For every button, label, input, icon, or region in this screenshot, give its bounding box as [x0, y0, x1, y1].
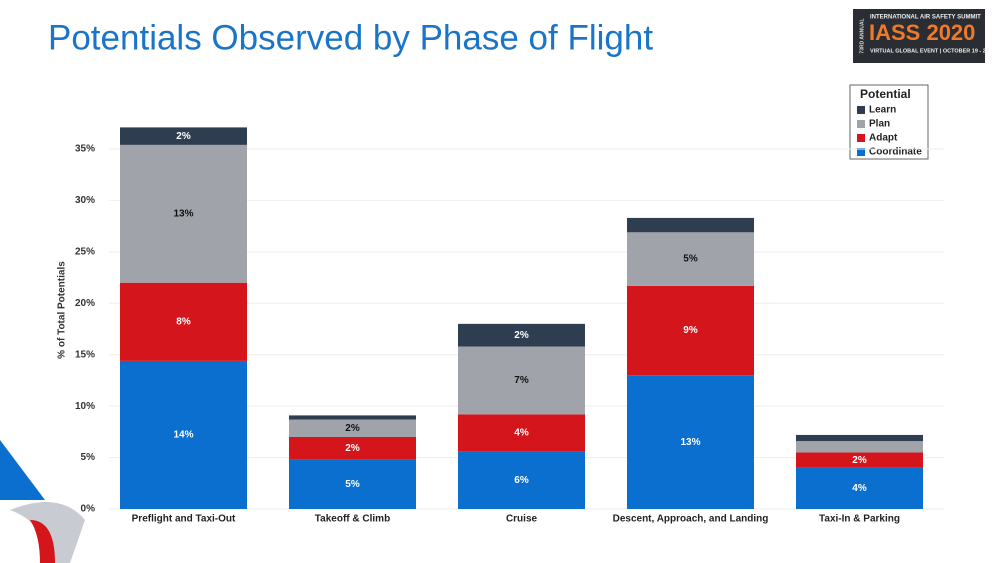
value-label: 5% [345, 479, 360, 490]
y-tick-label: 10% [75, 401, 95, 412]
value-label: 13% [173, 208, 193, 219]
logo-shape [30, 520, 55, 563]
legend: Potential Coordinate Adapt Plan Learn [849, 84, 929, 160]
bar-segment [458, 414, 585, 452]
bar-segment [120, 360, 247, 509]
bar-segment [627, 217, 754, 233]
chart-title: Potentials Observed by Phase of Flight [48, 18, 653, 57]
value-label: 4% [852, 483, 867, 494]
x-tick-label: Taxi-In & Parking [819, 514, 900, 525]
logo: 73RD ANNUAL INTERNATIONAL AIR SAFETY SUM… [853, 9, 989, 63]
y-tick-label: 25% [75, 246, 95, 257]
legend-swatch [857, 134, 865, 142]
value-label: 4% [514, 428, 529, 439]
y-tick-label: 20% [75, 298, 95, 309]
x-tick-label: Cruise [506, 514, 538, 525]
y-tick-label: 5% [81, 452, 96, 463]
logo-org: INTERNATIONAL AIR SAFETY SUMMIT [870, 15, 981, 21]
bar-segment [120, 282, 247, 361]
bar-segment [627, 375, 754, 509]
logo-box [853, 9, 985, 63]
legend-label: Learn [869, 105, 896, 116]
value-label: 2% [852, 455, 867, 466]
bar-segment [458, 451, 585, 509]
value-label: 2% [514, 330, 529, 341]
legend-label: Plan [869, 119, 890, 130]
bar-segment [796, 452, 923, 468]
logo-event: VIRTUAL GLOBAL EVENT | OCTOBER 19 - 22 [870, 48, 989, 54]
bar-segment [120, 144, 247, 283]
value-label: 7% [514, 375, 529, 386]
bar-segment [289, 437, 416, 460]
bar-segment [458, 323, 585, 347]
bar-segment [289, 459, 416, 509]
bar-segment [796, 441, 923, 453]
value-label: 2% [345, 423, 360, 434]
value-label: 8% [176, 316, 191, 327]
legend-swatch [857, 106, 865, 114]
airline-logo [0, 440, 85, 563]
legend-box [849, 84, 929, 160]
value-label: 5% [683, 254, 698, 265]
y-tick-label: 30% [75, 195, 95, 206]
value-label: 9% [683, 325, 698, 336]
y-tick-label: 15% [75, 349, 95, 360]
value-label: 13% [680, 437, 700, 448]
legend-title: Potential [860, 87, 911, 101]
bar-segment [627, 285, 754, 376]
logo-annual: 73RD ANNUAL [859, 18, 865, 53]
legend-label: Adapt [869, 133, 898, 144]
bar-segment [796, 467, 923, 509]
value-label: 2% [176, 131, 191, 142]
value-label: 14% [173, 430, 193, 441]
legend-swatch [857, 120, 865, 128]
logo-name: IASS 2020 [869, 20, 975, 45]
y-axis-label: % of Total Potentials [57, 261, 68, 359]
legend-label: Coordinate [869, 147, 922, 158]
bar-segment [796, 434, 923, 442]
bar-segment [627, 232, 754, 286]
x-tick-label: Preflight and Taxi-Out [132, 514, 236, 525]
bar-segment [289, 415, 416, 420]
y-tick-label: 35% [75, 144, 95, 155]
value-label: 6% [514, 475, 529, 486]
bar-segment [120, 127, 247, 145]
x-tick-label: Descent, Approach, and Landing [613, 514, 769, 525]
x-tick-label: Takeoff & Climb [315, 514, 390, 525]
y-tick-label: 0% [81, 504, 96, 515]
logo-shape [0, 440, 45, 500]
bar-segment [458, 346, 585, 415]
bar-segment [289, 419, 416, 437]
legend-swatch [857, 148, 865, 156]
value-label: 2% [345, 443, 360, 454]
